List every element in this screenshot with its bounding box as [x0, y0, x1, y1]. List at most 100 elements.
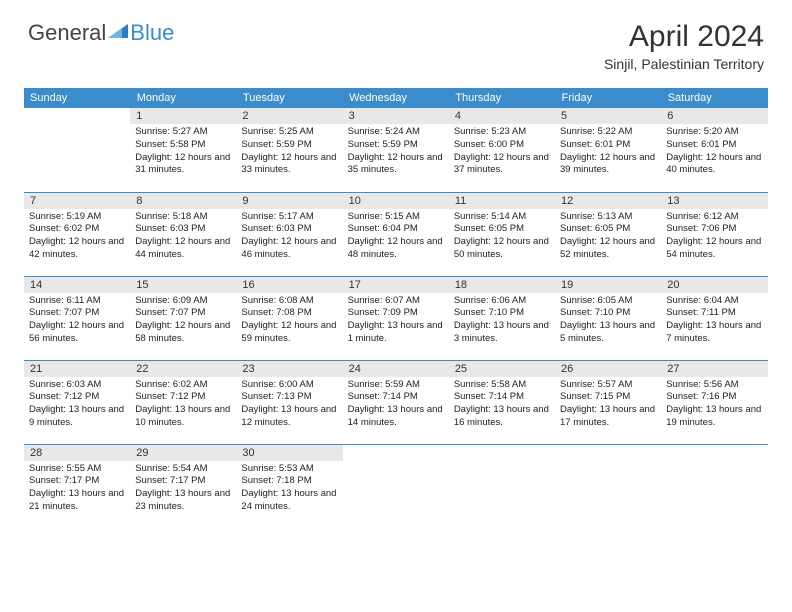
- day-header: Saturday: [661, 88, 767, 108]
- daylight-text: Daylight: 12 hours and 42 minutes.: [29, 236, 125, 262]
- day-header: Thursday: [449, 88, 555, 108]
- sunrise-text: Sunrise: 5:17 AM: [241, 211, 337, 224]
- day-details: Sunrise: 5:59 AMSunset: 7:14 PMDaylight:…: [343, 377, 449, 434]
- daylight-text: Daylight: 13 hours and 5 minutes.: [560, 320, 656, 346]
- triangle-icon: [108, 20, 130, 46]
- logo: General Blue: [28, 20, 174, 46]
- sunrise-text: Sunrise: 6:09 AM: [135, 295, 231, 308]
- sunrise-text: Sunrise: 5:19 AM: [29, 211, 125, 224]
- daylight-text: Daylight: 13 hours and 14 minutes.: [348, 404, 444, 430]
- sunrise-text: Sunrise: 5:18 AM: [135, 211, 231, 224]
- day-details: Sunrise: 6:12 AMSunset: 7:06 PMDaylight:…: [661, 209, 767, 266]
- day-details: Sunrise: 5:19 AMSunset: 6:02 PMDaylight:…: [24, 209, 130, 266]
- day-number: 16: [236, 277, 342, 293]
- daylight-text: Daylight: 12 hours and 48 minutes.: [348, 236, 444, 262]
- sunset-text: Sunset: 6:01 PM: [666, 139, 762, 152]
- day-number: 12: [555, 193, 661, 209]
- sunrise-text: Sunrise: 6:07 AM: [348, 295, 444, 308]
- day-details: Sunrise: 5:18 AMSunset: 6:03 PMDaylight:…: [130, 209, 236, 266]
- day-header: Wednesday: [343, 88, 449, 108]
- sunset-text: Sunset: 7:17 PM: [29, 475, 125, 488]
- sunset-text: Sunset: 5:58 PM: [135, 139, 231, 152]
- calendar-table: Sunday Monday Tuesday Wednesday Thursday…: [24, 88, 768, 528]
- day-number: 26: [555, 361, 661, 377]
- daylight-text: Daylight: 13 hours and 9 minutes.: [29, 404, 125, 430]
- day-details: Sunrise: 5:17 AMSunset: 6:03 PMDaylight:…: [236, 209, 342, 266]
- day-details: Sunrise: 5:54 AMSunset: 7:17 PMDaylight:…: [130, 461, 236, 518]
- sunrise-text: Sunrise: 6:08 AM: [241, 295, 337, 308]
- sunrise-text: Sunrise: 6:00 AM: [241, 379, 337, 392]
- day-details: Sunrise: 5:56 AMSunset: 7:16 PMDaylight:…: [661, 377, 767, 434]
- calendar-cell: 10Sunrise: 5:15 AMSunset: 6:04 PMDayligh…: [343, 192, 449, 276]
- calendar-cell: [343, 444, 449, 528]
- day-number: 21: [24, 361, 130, 377]
- calendar-cell: 7Sunrise: 5:19 AMSunset: 6:02 PMDaylight…: [24, 192, 130, 276]
- daylight-text: Daylight: 13 hours and 17 minutes.: [560, 404, 656, 430]
- daylight-text: Daylight: 12 hours and 50 minutes.: [454, 236, 550, 262]
- sunset-text: Sunset: 7:09 PM: [348, 307, 444, 320]
- day-details: Sunrise: 5:55 AMSunset: 7:17 PMDaylight:…: [24, 461, 130, 518]
- sunrise-text: Sunrise: 5:56 AM: [666, 379, 762, 392]
- sunset-text: Sunset: 6:05 PM: [454, 223, 550, 236]
- calendar-cell: 1Sunrise: 5:27 AMSunset: 5:58 PMDaylight…: [130, 108, 236, 192]
- sunset-text: Sunset: 7:12 PM: [135, 391, 231, 404]
- day-number: 13: [661, 193, 767, 209]
- calendar-cell: 23Sunrise: 6:00 AMSunset: 7:13 PMDayligh…: [236, 360, 342, 444]
- sunset-text: Sunset: 7:13 PM: [241, 391, 337, 404]
- page-subtitle: Sinjil, Palestinian Territory: [604, 56, 764, 72]
- sunset-text: Sunset: 6:03 PM: [135, 223, 231, 236]
- daylight-text: Daylight: 13 hours and 1 minute.: [348, 320, 444, 346]
- calendar-cell: 19Sunrise: 6:05 AMSunset: 7:10 PMDayligh…: [555, 276, 661, 360]
- calendar-cell: 28Sunrise: 5:55 AMSunset: 7:17 PMDayligh…: [24, 444, 130, 528]
- calendar-cell: 22Sunrise: 6:02 AMSunset: 7:12 PMDayligh…: [130, 360, 236, 444]
- calendar-cell: [555, 444, 661, 528]
- day-details: Sunrise: 6:07 AMSunset: 7:09 PMDaylight:…: [343, 293, 449, 350]
- daylight-text: Daylight: 12 hours and 44 minutes.: [135, 236, 231, 262]
- day-details: Sunrise: 5:53 AMSunset: 7:18 PMDaylight:…: [236, 461, 342, 518]
- day-number: 4: [449, 108, 555, 124]
- day-details: Sunrise: 5:13 AMSunset: 6:05 PMDaylight:…: [555, 209, 661, 266]
- sunset-text: Sunset: 6:04 PM: [348, 223, 444, 236]
- calendar-cell: 6Sunrise: 5:20 AMSunset: 6:01 PMDaylight…: [661, 108, 767, 192]
- daylight-text: Daylight: 13 hours and 19 minutes.: [666, 404, 762, 430]
- calendar-cell: 12Sunrise: 5:13 AMSunset: 6:05 PMDayligh…: [555, 192, 661, 276]
- sunset-text: Sunset: 7:12 PM: [29, 391, 125, 404]
- day-number: 10: [343, 193, 449, 209]
- sunset-text: Sunset: 7:14 PM: [454, 391, 550, 404]
- day-details: Sunrise: 5:24 AMSunset: 5:59 PMDaylight:…: [343, 124, 449, 181]
- day-number: 7: [24, 193, 130, 209]
- sunrise-text: Sunrise: 5:54 AM: [135, 463, 231, 476]
- daylight-text: Daylight: 12 hours and 33 minutes.: [241, 152, 337, 178]
- day-details: Sunrise: 5:14 AMSunset: 6:05 PMDaylight:…: [449, 209, 555, 266]
- calendar-row: 7Sunrise: 5:19 AMSunset: 6:02 PMDaylight…: [24, 192, 768, 276]
- sunset-text: Sunset: 6:01 PM: [560, 139, 656, 152]
- sunset-text: Sunset: 7:07 PM: [135, 307, 231, 320]
- daylight-text: Daylight: 12 hours and 39 minutes.: [560, 152, 656, 178]
- daylight-text: Daylight: 12 hours and 37 minutes.: [454, 152, 550, 178]
- sunrise-text: Sunrise: 5:53 AM: [241, 463, 337, 476]
- calendar-row: 1Sunrise: 5:27 AMSunset: 5:58 PMDaylight…: [24, 108, 768, 192]
- day-details: Sunrise: 5:25 AMSunset: 5:59 PMDaylight:…: [236, 124, 342, 181]
- sunset-text: Sunset: 6:03 PM: [241, 223, 337, 236]
- day-number: 19: [555, 277, 661, 293]
- daylight-text: Daylight: 12 hours and 52 minutes.: [560, 236, 656, 262]
- sunset-text: Sunset: 7:10 PM: [454, 307, 550, 320]
- logo-text-blue: Blue: [130, 20, 174, 46]
- daylight-text: Daylight: 12 hours and 56 minutes.: [29, 320, 125, 346]
- sunset-text: Sunset: 7:11 PM: [666, 307, 762, 320]
- daylight-text: Daylight: 12 hours and 54 minutes.: [666, 236, 762, 262]
- daylight-text: Daylight: 13 hours and 21 minutes.: [29, 488, 125, 514]
- day-header: Friday: [555, 88, 661, 108]
- day-details: Sunrise: 6:02 AMSunset: 7:12 PMDaylight:…: [130, 377, 236, 434]
- day-number: 22: [130, 361, 236, 377]
- day-details: Sunrise: 5:22 AMSunset: 6:01 PMDaylight:…: [555, 124, 661, 181]
- calendar-cell: [661, 444, 767, 528]
- calendar-cell: [24, 108, 130, 192]
- sunrise-text: Sunrise: 5:20 AM: [666, 126, 762, 139]
- calendar-cell: 27Sunrise: 5:56 AMSunset: 7:16 PMDayligh…: [661, 360, 767, 444]
- daylight-text: Daylight: 13 hours and 12 minutes.: [241, 404, 337, 430]
- daylight-text: Daylight: 13 hours and 3 minutes.: [454, 320, 550, 346]
- sunset-text: Sunset: 5:59 PM: [241, 139, 337, 152]
- sunrise-text: Sunrise: 5:22 AM: [560, 126, 656, 139]
- sunrise-text: Sunrise: 6:02 AM: [135, 379, 231, 392]
